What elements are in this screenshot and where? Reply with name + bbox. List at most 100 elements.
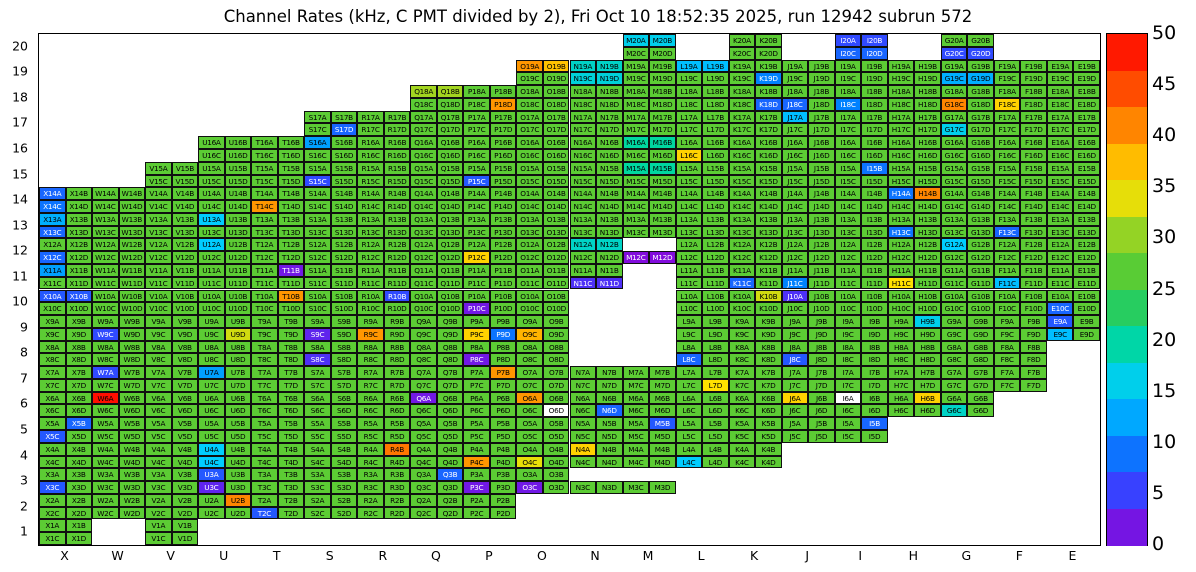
channel-cell: L15B [702, 161, 729, 175]
channel-cell: L15C [675, 174, 703, 188]
channel-cell: P9A [463, 315, 490, 328]
channel-cell: U6A [198, 391, 225, 405]
channel-cell: M6D [649, 404, 676, 418]
channel-cell: G15C [940, 174, 968, 188]
channel-cell: O11D [542, 276, 570, 290]
channel-cell: R16A [357, 136, 384, 149]
channel-cell: N13A [569, 212, 597, 226]
channel-cell: R6D [383, 404, 411, 418]
channel-cell: Q10C [410, 302, 437, 316]
channel-cell: V8A [145, 340, 172, 354]
channel-cell: I6D [861, 404, 888, 418]
channel-cell: O14B [542, 187, 570, 201]
channel-cell: L7B [702, 366, 729, 379]
channel-cell: F12B [1020, 238, 1047, 252]
channel-cell: L11C [675, 276, 703, 290]
channel-cell: R10B [383, 289, 411, 303]
channel-cell: V8D [171, 353, 199, 367]
channel-cell: J6A [781, 391, 809, 405]
channel-cell: M4C [622, 455, 650, 469]
channel-cell: M4B [649, 442, 676, 456]
channel-cell: H9A [887, 315, 915, 328]
channel-cell: R4B [383, 442, 411, 456]
channel-cell: S13C [304, 225, 331, 239]
channel-cell: X2B [65, 493, 93, 507]
channel-cell: N3C [569, 481, 597, 494]
channel-cell: T15D [277, 174, 305, 188]
channel-cell: U3D [224, 481, 252, 494]
channel-cell: V7B [171, 366, 199, 379]
channel-cell: K5B [755, 417, 782, 431]
channel-cell: I9C [834, 327, 862, 341]
channel-cell: H18A [887, 85, 915, 98]
channel-cell: T10C [251, 302, 278, 316]
channel-cell: U13A [198, 212, 225, 226]
channel-cell: X1C [39, 532, 66, 545]
channel-cell: V9D [171, 327, 199, 341]
channel-cell: R13A [357, 212, 384, 226]
channel-cell: N5B [596, 417, 623, 431]
channel-cell: N15C [569, 174, 597, 188]
channel-cell: L19D [702, 72, 729, 86]
x-axis-label: H [908, 548, 919, 563]
y-axis-label: 10 [12, 293, 28, 309]
channel-cell: L6D [702, 404, 729, 418]
channel-cell: H6C [887, 404, 915, 418]
channel-cell: L10A [675, 289, 703, 303]
channel-cell: U9D [224, 327, 252, 341]
channel-cell: K10D [755, 302, 782, 316]
channel-cell: Q4A [410, 442, 437, 456]
channel-cell: Q2A [410, 493, 437, 507]
channel-cell: P15A [463, 161, 490, 175]
channel-cell: F8A [993, 340, 1021, 354]
channel-cell: E12A [1046, 238, 1074, 252]
channel-cell: M18A [622, 85, 650, 98]
channel-cell: U6B [224, 391, 252, 405]
channel-cell: H11D [914, 276, 941, 290]
channel-cell: S5B [330, 417, 358, 431]
channel-cell: O18B [542, 85, 570, 98]
channel-cell: N14C [569, 200, 597, 213]
channel-cell: P15C [463, 174, 490, 188]
channel-cell: K18C [728, 97, 756, 111]
channel-cell: S14D [330, 200, 358, 213]
channel-cell: J13D [808, 225, 835, 239]
channel-cell: U4B [224, 442, 252, 456]
channel-cell: S15C [304, 174, 331, 188]
channel-cell: P3C [463, 481, 490, 494]
channel-cell: H10A [887, 289, 915, 303]
channel-cell: U9B [224, 315, 252, 328]
channel-cell: I18C [834, 97, 862, 111]
channel-cell: E16D [1073, 148, 1100, 162]
channel-cell: G14C [940, 200, 968, 213]
channel-cell: F9D [1020, 327, 1047, 341]
channel-cell: Q7B [436, 366, 464, 379]
channel-cell: G8B [967, 340, 994, 354]
channel-cell: Q6A [410, 391, 437, 405]
channel-cell: K15A [728, 161, 756, 175]
x-axis-label: Q [430, 548, 441, 563]
channel-cell: O3D [542, 481, 570, 494]
channel-cell: H15D [914, 174, 941, 188]
channel-cell: M12C [622, 251, 650, 264]
channel-cell: O4C [516, 455, 543, 469]
channel-cell: I20D [861, 46, 888, 60]
channel-cell: Q4D [436, 455, 464, 469]
channel-cell: O7D [542, 378, 570, 392]
channel-cell: J10B [808, 289, 835, 303]
channel-cell: E17D [1073, 123, 1100, 137]
channel-cell: I8C [834, 353, 862, 367]
channel-cell: H17D [914, 123, 941, 137]
channel-cell: V2B [171, 493, 199, 507]
channel-cell: I19D [861, 72, 888, 86]
channel-cell: M19B [649, 59, 676, 73]
channel-cell: P3B [489, 468, 517, 482]
channel-cell: U16D [224, 148, 252, 162]
channel-cell: T8D [277, 353, 305, 367]
channel-cell: T13A [251, 212, 278, 226]
channel-cell: L14B [702, 187, 729, 201]
channel-cell: K5A [728, 417, 756, 431]
channel-cell: P3A [463, 468, 490, 482]
channel-cell: T13D [277, 225, 305, 239]
channel-cell: P18D [489, 97, 517, 111]
